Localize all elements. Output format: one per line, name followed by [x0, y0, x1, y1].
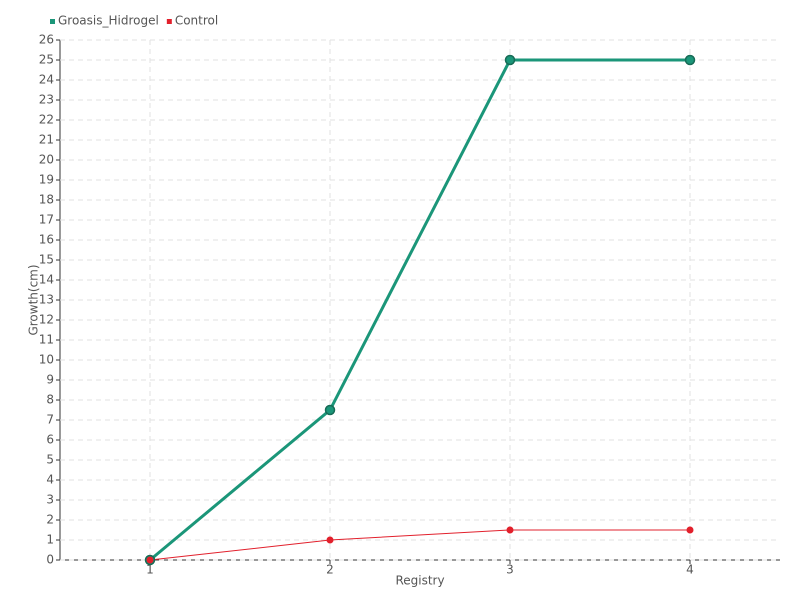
- y-tick-label: 17: [39, 213, 54, 227]
- y-tick-label: 10: [39, 353, 54, 367]
- y-tick-label: 13: [39, 293, 54, 307]
- y-tick-label: 23: [39, 93, 54, 107]
- y-tick-label: 6: [46, 433, 54, 447]
- y-tick-label: 16: [39, 233, 54, 247]
- y-tick-label: 5: [46, 453, 54, 467]
- y-tick-label: 22: [39, 113, 54, 127]
- legend-swatch: [166, 19, 172, 24]
- y-tick-label: 25: [39, 53, 54, 67]
- data-point: [324, 404, 336, 416]
- y-axis-label: Growth(cm): [27, 264, 41, 335]
- y-tick-label: 26: [39, 33, 54, 47]
- y-tick-label: 9: [46, 373, 54, 387]
- y-tick-label: 11: [39, 333, 54, 347]
- legend-label: Control: [175, 14, 218, 28]
- data-point: [504, 54, 516, 66]
- legend-label: Groasis_Hidrogel: [58, 14, 159, 28]
- y-tick-label: 4: [46, 473, 54, 487]
- series-line: [149, 58, 690, 562]
- y-tick-label: 15: [39, 253, 54, 267]
- x-tick-label: 4: [686, 563, 694, 577]
- x-tick-label: 2: [326, 563, 334, 577]
- y-tick-label: 1: [46, 533, 54, 547]
- y-tick-label: 14: [39, 273, 54, 287]
- y-tick-label: 7: [46, 413, 54, 427]
- data-point: [506, 526, 514, 534]
- legend-swatch: [50, 19, 55, 24]
- y-tick-label: 20: [39, 153, 54, 167]
- y-tick-label: 19: [39, 173, 54, 187]
- x-tick-label: 3: [506, 563, 514, 577]
- x-tick-label: 1: [146, 563, 154, 577]
- y-tick-label: 2: [46, 513, 54, 527]
- y-tick-label: 18: [39, 193, 54, 207]
- y-tick-label: 12: [39, 313, 54, 327]
- y-tick-label: 0: [46, 553, 54, 567]
- x-axis-label: Registry: [395, 574, 444, 588]
- data-point: [146, 556, 154, 564]
- y-tick-label: 21: [39, 133, 54, 147]
- series-line: [149, 529, 690, 561]
- y-tick-label: 3: [46, 493, 54, 507]
- y-tick-label: 24: [39, 73, 54, 87]
- data-point: [326, 536, 334, 544]
- data-point: [684, 54, 696, 66]
- data-point: [686, 526, 694, 534]
- y-tick-label: 8: [46, 393, 54, 407]
